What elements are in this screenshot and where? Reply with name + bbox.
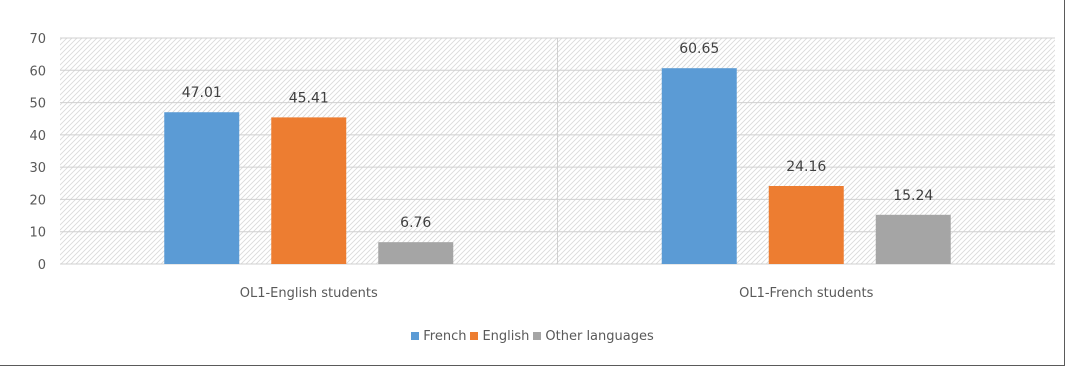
data-label: 24.16 (786, 159, 826, 175)
bar-english (768, 185, 844, 264)
data-label: 60.65 (679, 41, 719, 57)
bar-other-languages (875, 214, 951, 264)
data-label: 6.76 (400, 215, 431, 231)
legend-label: French (423, 329, 467, 344)
legend-label: English (482, 329, 530, 344)
bar-french (661, 68, 737, 265)
legend-label: Other languages (545, 329, 654, 344)
legend-swatch (533, 332, 542, 340)
data-label: 47.01 (182, 85, 222, 101)
data-label: 45.41 (289, 90, 329, 106)
legend-swatch (411, 332, 420, 340)
y-tick-label: 60 (29, 64, 46, 79)
legend-item: Other languages (533, 329, 654, 344)
bar-french (164, 112, 240, 264)
legend-swatch (470, 332, 479, 340)
y-tick-label: 50 (29, 97, 46, 112)
y-tick-label: 10 (29, 226, 46, 241)
bar-other-languages (378, 242, 454, 264)
legend-item: English (470, 329, 529, 344)
y-tick-label: 30 (29, 161, 46, 176)
legend: French English Other languages (0, 329, 1065, 344)
legend-item: French (411, 329, 466, 344)
y-tick-label: 40 (29, 129, 46, 144)
data-label: 15.24 (893, 188, 933, 204)
category-label: OL1-English students (240, 286, 378, 301)
category-label: OL1-French students (739, 286, 873, 301)
bar-english (271, 117, 347, 265)
y-tick-label: 0 (38, 258, 46, 273)
y-tick-label: 70 (29, 32, 46, 47)
y-tick-label: 20 (29, 193, 46, 208)
